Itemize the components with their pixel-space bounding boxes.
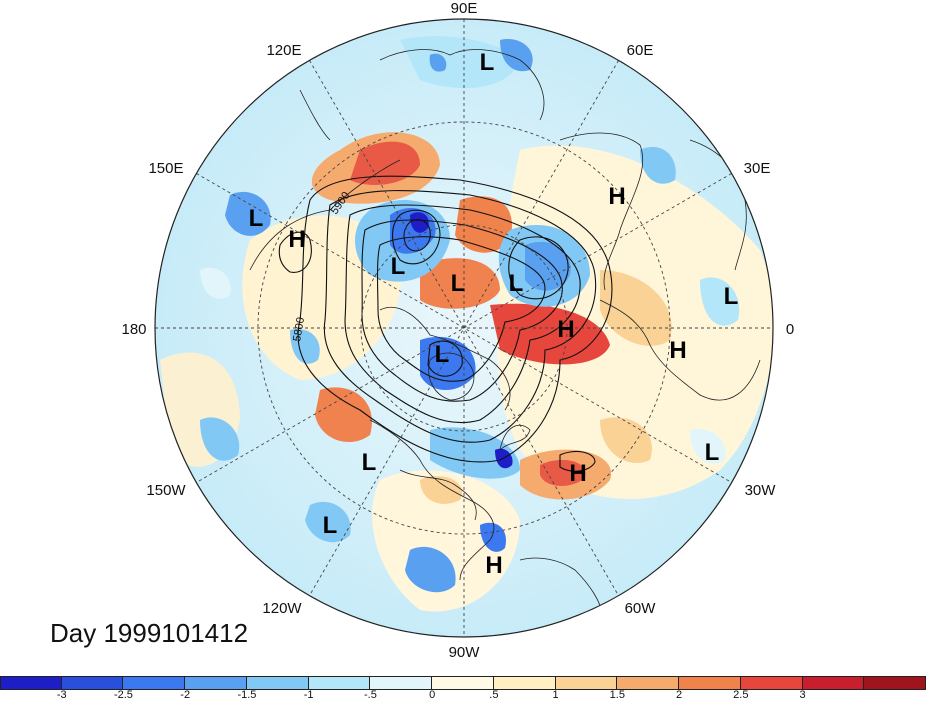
colorbar-tick-label: 1.5	[609, 689, 625, 701]
colorbar-tick-label: -2	[180, 689, 191, 701]
contour-label-5800: 5800	[291, 316, 307, 342]
colorbar-tick-label: 2.5	[733, 689, 749, 701]
colorbar-swatch	[246, 676, 309, 690]
colorbar-swatch	[185, 676, 247, 690]
lon-label-90w: 90W	[449, 644, 481, 661]
lon-label-180: 180	[121, 321, 146, 338]
low-center: L	[362, 449, 377, 476]
colorbar-frame	[0, 676, 926, 690]
lon-label-60e: 60E	[627, 42, 654, 59]
lon-label-90e: 90E	[451, 0, 478, 17]
lon-label-0: 0	[786, 321, 794, 338]
anomaly-field	[155, 19, 773, 637]
low-center: L	[451, 270, 466, 297]
colorbar-tick-label: -2.5	[113, 689, 133, 701]
low-center: L	[509, 270, 524, 297]
colorbar-swatch	[432, 676, 494, 690]
colorbar-swatch	[617, 676, 680, 690]
graticule	[155, 19, 773, 637]
low-center: L	[435, 341, 450, 368]
colorbar-tick-label: 3	[799, 689, 806, 701]
colorbar-tick-label: -3	[56, 689, 67, 701]
colorbar-tick-label: 1	[552, 689, 559, 701]
colorbar-tick-label: .5	[489, 689, 499, 701]
lon-label-120w: 120W	[262, 600, 302, 617]
high-center: H	[569, 460, 586, 487]
lon-label-120e: 120E	[266, 42, 301, 59]
low-center: L	[724, 283, 739, 310]
colorbar: -3 -2.5 -2 -1.5 -1 -.5 0 .5 1 1.5 2 2.5 3	[0, 674, 928, 702]
low-center: L	[480, 49, 495, 76]
map-boundary	[154, 18, 774, 638]
low-center: L	[705, 439, 720, 466]
colorbar-swatch	[123, 676, 186, 690]
colorbar-tick-label: -.5	[363, 689, 377, 701]
colorbar-tick-label: 0	[429, 689, 436, 701]
lon-label-30w: 30W	[745, 482, 777, 499]
low-center: L	[323, 512, 338, 539]
high-center: H	[557, 316, 574, 343]
colorbar-swatch	[802, 676, 865, 690]
low-center: L	[391, 253, 406, 280]
colorbar-swatch	[740, 676, 803, 690]
colorbar-swatch	[370, 676, 433, 690]
high-center: H	[485, 552, 502, 579]
colorbar-swatch	[0, 676, 62, 690]
pressure-centers: L L L L L L L L L L H H H H H H	[249, 49, 739, 579]
colorbar-tick-label: -1.5	[237, 689, 257, 701]
high-center: H	[669, 337, 686, 364]
colorbar-swatch	[493, 676, 556, 690]
colorbar-tick-label: 2	[676, 689, 683, 701]
colorbar-swatch	[61, 676, 124, 690]
high-center: H	[608, 183, 625, 210]
low-center: L	[249, 205, 264, 232]
colorbar-swatch	[679, 676, 741, 690]
lon-label-150e: 150E	[148, 160, 183, 177]
lon-label-150w: 150W	[146, 482, 186, 499]
lon-label-30e: 30E	[744, 160, 771, 177]
high-center: H	[288, 226, 305, 253]
lon-label-60w: 60W	[625, 600, 657, 617]
day-label: Day 1999101412	[50, 618, 249, 648]
colorbar-swatch	[308, 676, 371, 690]
colorbar-swatch	[555, 676, 618, 690]
colorbar-tick-label: -1	[303, 689, 314, 701]
